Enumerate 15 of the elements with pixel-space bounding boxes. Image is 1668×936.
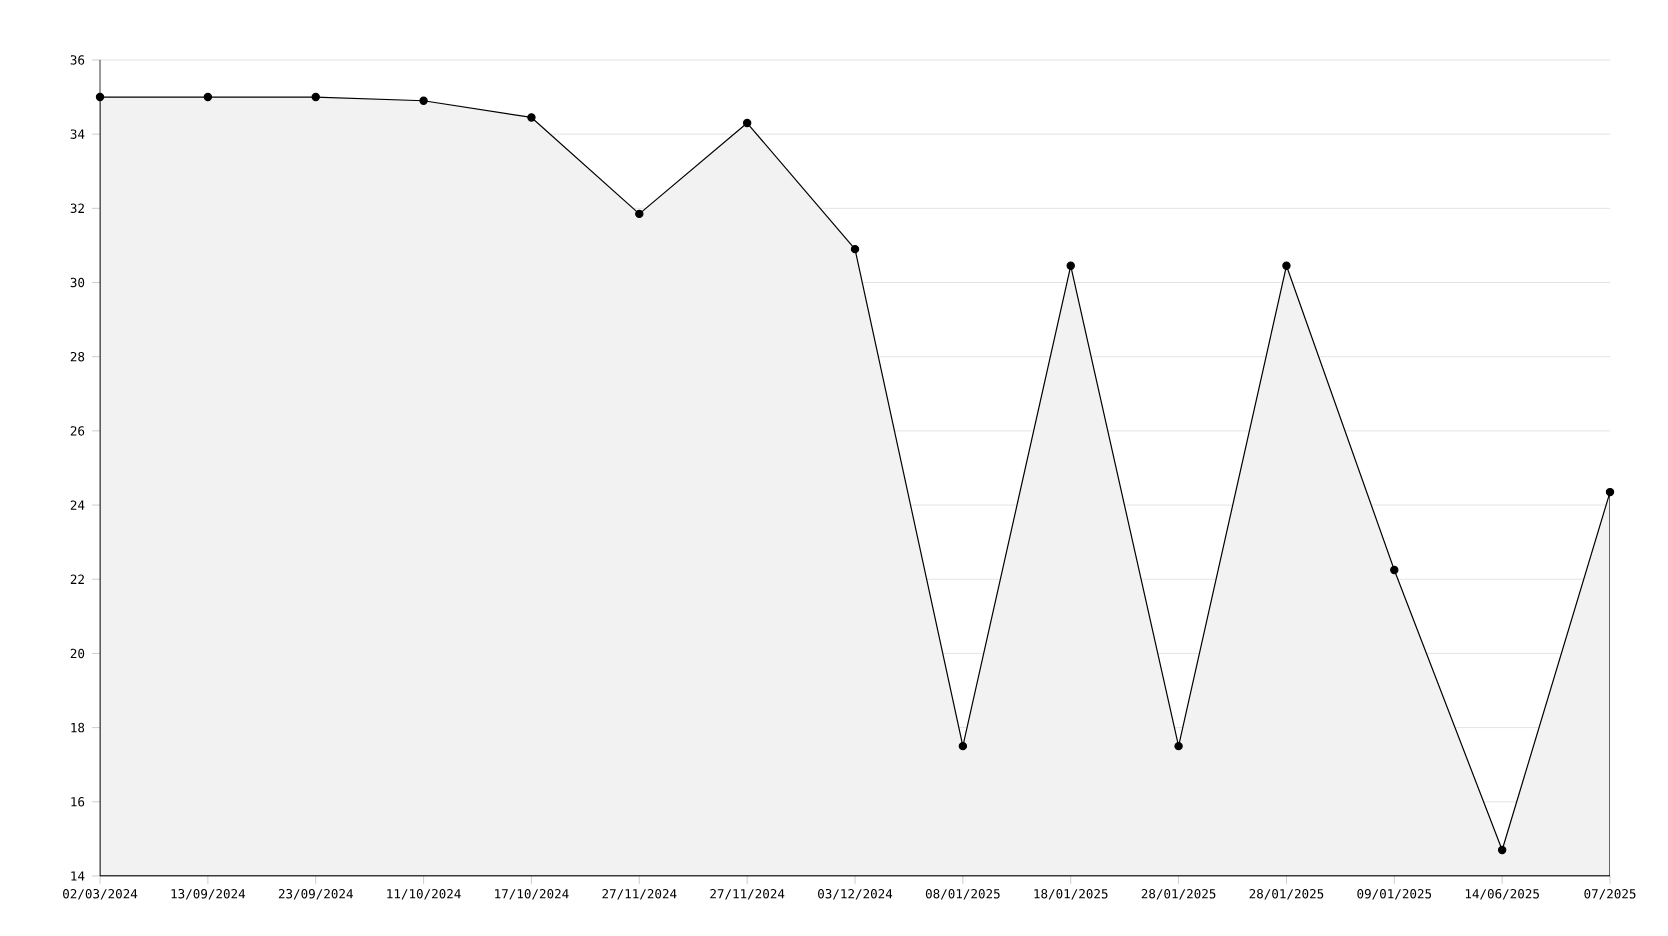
point	[95, 92, 105, 102]
point	[958, 741, 968, 751]
point	[1282, 261, 1291, 271]
point	[850, 244, 860, 254]
point	[635, 209, 644, 219]
point	[1605, 487, 1615, 497]
point	[742, 118, 752, 128]
point	[527, 113, 536, 122]
point	[311, 92, 320, 102]
point	[203, 92, 213, 102]
point	[1497, 845, 1507, 855]
point	[419, 96, 428, 105]
point	[1390, 565, 1399, 575]
point	[1174, 741, 1183, 751]
point	[1066, 261, 1075, 271]
